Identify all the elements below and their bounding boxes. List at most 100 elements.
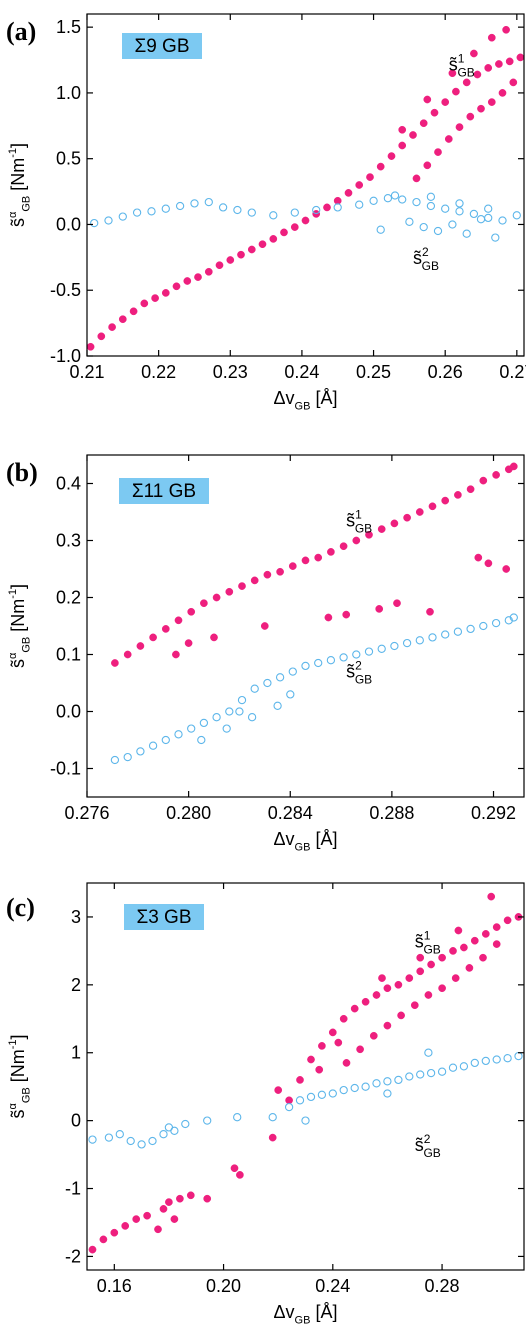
y-tick-label: -0.5 — [50, 280, 81, 300]
data-point — [136, 747, 145, 756]
data-point — [174, 730, 183, 739]
data-point — [491, 233, 500, 242]
data-point — [383, 1089, 392, 1098]
data-point — [132, 1215, 141, 1223]
data-point — [433, 226, 443, 236]
data-point — [505, 57, 514, 66]
x-tick-label: 0.280 — [166, 803, 211, 823]
data-point — [110, 1228, 119, 1237]
x-tick-label: 0.292 — [471, 803, 516, 823]
data-point — [140, 299, 149, 308]
data-point — [274, 1086, 283, 1094]
data-point — [369, 196, 378, 205]
data-point — [477, 104, 485, 113]
plot-frame — [86, 13, 525, 357]
data-point — [451, 974, 460, 982]
data-point — [161, 289, 170, 297]
data-point — [148, 741, 158, 750]
data-point — [212, 593, 221, 602]
data-point — [104, 1133, 114, 1142]
data-point — [90, 218, 99, 228]
panel-2: 0.16 0.20 0.24 0.28 -2 -1 0 1 2 3 ΔvGB [Å] s̃αGB [N… — [6, 882, 525, 1326]
x-axis-label: ΔvGB [Å] — [274, 829, 338, 853]
data-point — [108, 323, 116, 331]
data-point — [492, 940, 501, 948]
data-point — [184, 639, 193, 647]
data-point — [352, 650, 361, 659]
x-tick-label: 0.24 — [315, 1276, 350, 1296]
data-point — [498, 216, 507, 225]
data-point — [324, 613, 333, 622]
data-point — [172, 650, 180, 659]
data-point — [426, 201, 436, 211]
data-point — [481, 1056, 490, 1066]
data-point — [470, 49, 478, 58]
data-point — [280, 228, 288, 237]
data-point — [428, 502, 437, 511]
data-point — [301, 661, 310, 671]
data-point — [339, 1085, 348, 1095]
gb-tag-label: Σ9 GB — [134, 36, 189, 57]
data-point — [462, 229, 471, 238]
data-point — [161, 735, 170, 745]
data-point — [366, 173, 374, 181]
data-point — [454, 491, 462, 499]
data-point — [314, 658, 323, 668]
data-point — [444, 135, 453, 143]
data-point — [295, 1096, 305, 1105]
data-point — [212, 713, 221, 722]
data-point — [301, 556, 310, 565]
series-open — [90, 191, 521, 242]
data-point — [225, 707, 234, 716]
data-point — [250, 684, 259, 693]
data-point — [333, 203, 342, 212]
data-point — [263, 678, 272, 688]
data-point — [318, 1042, 326, 1050]
data-point — [503, 916, 512, 925]
data-point — [426, 1068, 436, 1078]
series-annotation: s̃2 GB — [346, 658, 372, 686]
data-point — [149, 633, 157, 642]
data-point — [269, 211, 278, 220]
data-point — [470, 936, 479, 945]
data-point — [97, 332, 106, 341]
data-point — [247, 245, 256, 254]
data-point — [375, 605, 384, 613]
data-point — [460, 943, 468, 952]
data-point — [236, 1171, 244, 1179]
data-point — [247, 208, 256, 217]
data-point — [136, 642, 145, 650]
data-point — [410, 1001, 419, 1010]
data-point — [405, 974, 414, 982]
data-point — [301, 1116, 310, 1125]
data-point — [296, 1076, 304, 1084]
data-point — [415, 508, 424, 516]
data-point — [165, 1198, 173, 1206]
data-point — [476, 215, 486, 224]
data-point — [203, 1194, 212, 1203]
data-point — [441, 496, 450, 505]
data-point — [364, 647, 374, 656]
data-point — [286, 690, 295, 699]
data-point — [328, 1028, 337, 1037]
series-filled — [88, 892, 523, 1254]
data-point — [398, 141, 407, 150]
data-point — [423, 161, 432, 170]
data-point — [276, 567, 284, 576]
data-point — [492, 471, 500, 479]
data-point — [290, 223, 299, 231]
data-point — [484, 64, 493, 72]
data-point — [398, 125, 407, 134]
data-point — [314, 553, 323, 562]
data-point — [479, 953, 487, 962]
data-point — [126, 1136, 135, 1146]
data-point — [455, 199, 464, 208]
plot-frame — [86, 454, 525, 798]
data-point — [87, 342, 95, 351]
y-tick-label: 0.5 — [56, 149, 81, 169]
panel-label: (a) — [6, 17, 36, 46]
data-point — [405, 217, 414, 226]
data-point — [514, 1051, 523, 1061]
data-point — [200, 599, 208, 608]
data-point — [376, 162, 385, 171]
